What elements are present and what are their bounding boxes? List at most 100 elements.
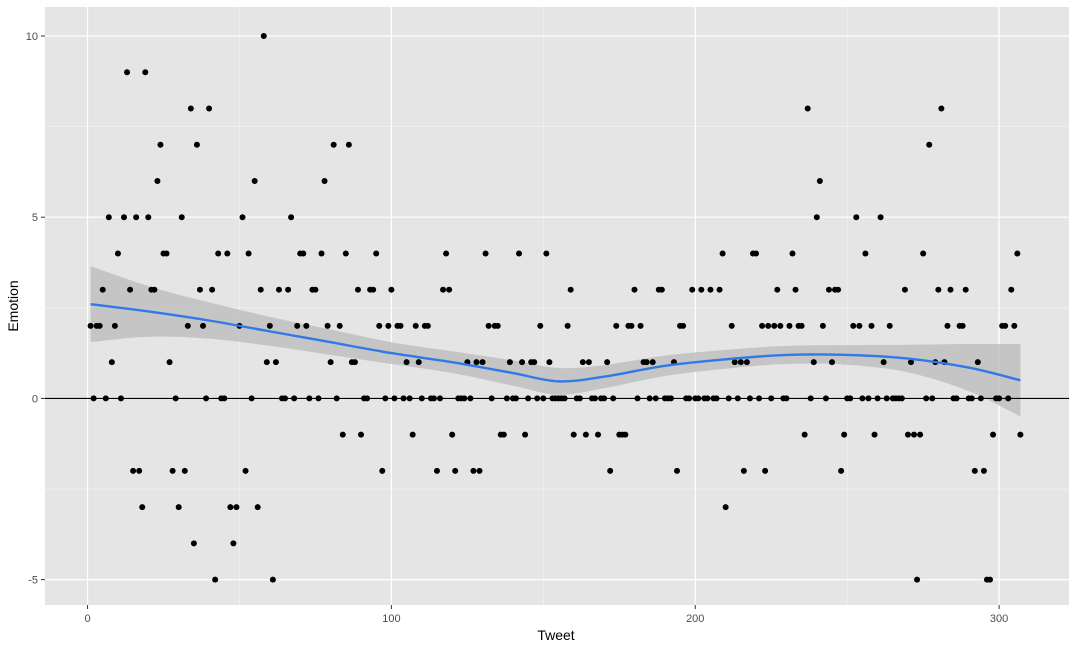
data-point <box>275 286 282 293</box>
data-point <box>154 177 161 184</box>
data-point <box>151 286 158 293</box>
data-point <box>452 467 459 474</box>
data-point <box>774 286 781 293</box>
y-tick-label: 5 <box>32 212 38 224</box>
data-point <box>245 250 252 257</box>
data-point <box>743 359 750 366</box>
data-point <box>847 395 854 402</box>
data-point <box>269 576 276 583</box>
data-point <box>579 359 586 366</box>
data-point <box>786 322 793 329</box>
data-point <box>117 395 124 402</box>
data-point <box>114 250 121 257</box>
data-point <box>725 395 732 402</box>
data-point <box>291 395 298 402</box>
data-point <box>397 322 404 329</box>
axes: 0 100 200 300 -5 0 5 10 <box>26 31 1009 625</box>
data-point <box>212 576 219 583</box>
data-point <box>406 395 413 402</box>
data-point <box>798 322 805 329</box>
data-point <box>354 286 361 293</box>
data-point <box>938 105 945 112</box>
data-point <box>300 250 307 257</box>
data-point <box>412 322 419 329</box>
data-point <box>543 250 550 257</box>
data-point <box>351 359 358 366</box>
data-point <box>980 467 987 474</box>
data-point <box>762 467 769 474</box>
data-point <box>570 431 577 438</box>
data-point <box>728 322 735 329</box>
data-point <box>345 141 352 148</box>
data-point <box>822 395 829 402</box>
data-point <box>272 359 279 366</box>
data-point <box>759 322 766 329</box>
data-point <box>835 286 842 293</box>
data-point <box>449 431 456 438</box>
data-point <box>224 250 231 257</box>
data-point <box>716 286 723 293</box>
data-point <box>391 395 398 402</box>
data-point <box>482 250 489 257</box>
data-point <box>339 431 346 438</box>
data-point <box>136 467 143 474</box>
data-point <box>257 286 264 293</box>
data-point <box>479 359 486 366</box>
data-point <box>734 395 741 402</box>
data-point <box>133 214 140 221</box>
data-point <box>254 504 261 511</box>
data-point <box>102 395 109 402</box>
data-point <box>947 286 954 293</box>
data-point <box>184 322 191 329</box>
data-point <box>494 322 501 329</box>
data-point <box>746 395 753 402</box>
data-point <box>166 359 173 366</box>
data-point <box>503 395 510 402</box>
confidence-band <box>90 266 1021 417</box>
data-point <box>610 395 617 402</box>
data-point <box>874 395 881 402</box>
data-point <box>789 250 796 257</box>
y-tick-label: -5 <box>28 575 38 587</box>
data-point <box>209 286 216 293</box>
data-point <box>914 576 921 583</box>
data-point <box>990 431 997 438</box>
data-point <box>807 395 814 402</box>
data-point <box>364 395 371 402</box>
data-point <box>695 395 702 402</box>
data-point <box>737 359 744 366</box>
data-point <box>379 467 386 474</box>
data-point <box>382 395 389 402</box>
data-point <box>740 467 747 474</box>
data-point <box>689 286 696 293</box>
data-point <box>473 359 480 366</box>
data-point <box>443 250 450 257</box>
minor-gridlines <box>45 7 1069 605</box>
data-point <box>288 214 295 221</box>
data-point <box>771 322 778 329</box>
data-point <box>485 322 492 329</box>
data-point <box>564 322 571 329</box>
data-point <box>175 504 182 511</box>
data-point <box>907 359 914 366</box>
data-point <box>440 286 447 293</box>
data-point <box>437 395 444 402</box>
data-point <box>190 540 197 547</box>
data-point <box>974 359 981 366</box>
data-point <box>324 322 331 329</box>
data-point <box>904 431 911 438</box>
data-point <box>819 322 826 329</box>
data-point <box>1005 395 1012 402</box>
data-point <box>768 395 775 402</box>
data-point <box>531 359 538 366</box>
data-point <box>871 431 878 438</box>
data-point <box>145 214 152 221</box>
data-point <box>87 322 94 329</box>
data-point <box>756 395 763 402</box>
data-point <box>233 504 240 511</box>
data-point <box>601 395 608 402</box>
data-point <box>1011 322 1018 329</box>
data-point <box>248 395 255 402</box>
data-point <box>622 431 629 438</box>
data-point <box>333 395 340 402</box>
